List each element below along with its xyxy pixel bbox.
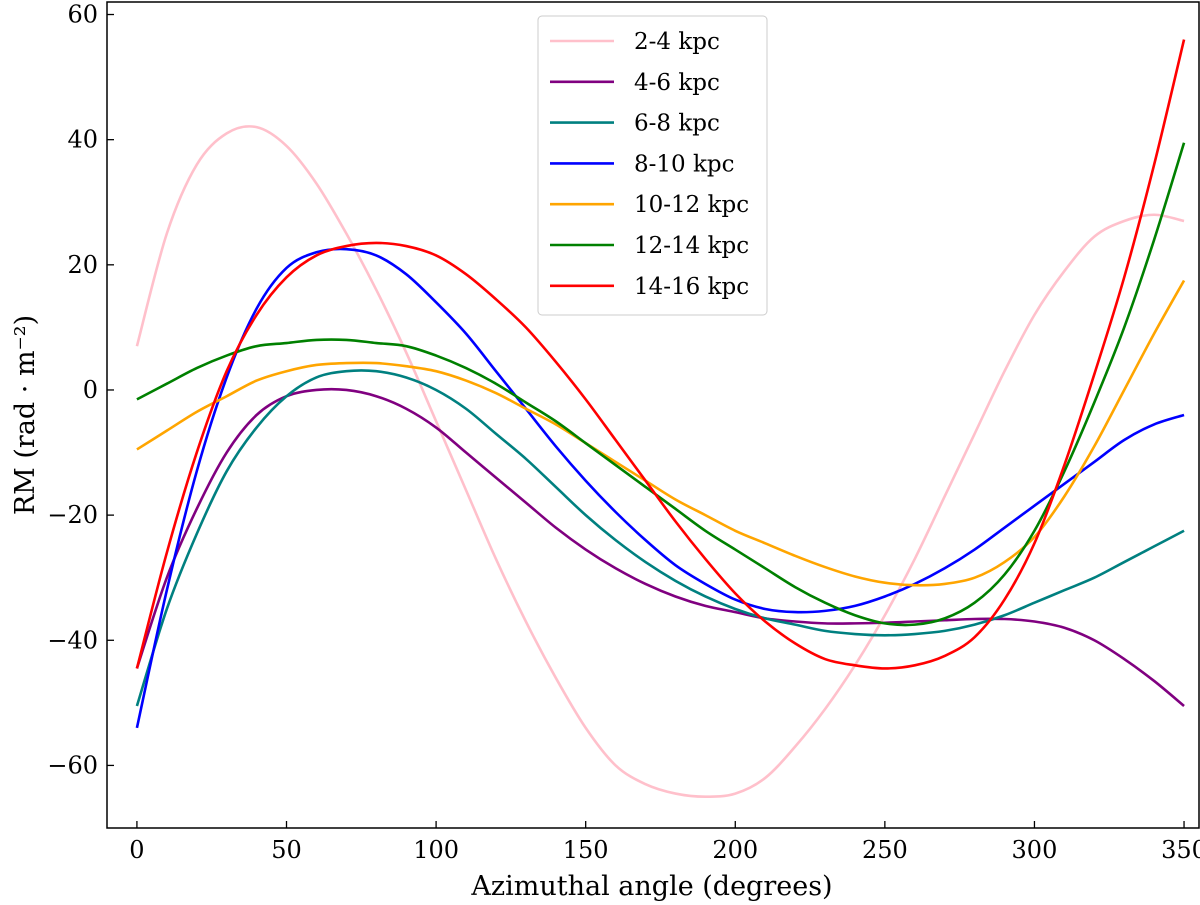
series-lines xyxy=(135,39,1186,799)
series-line-4-6-kpc xyxy=(135,387,1185,707)
series-line-10-12-kpc xyxy=(136,279,1186,587)
legend-label: 2-4 kpc xyxy=(634,29,720,55)
legend-label: 4-6 kpc xyxy=(634,70,720,96)
y-tick-label: 60 xyxy=(67,1,98,29)
series-line-12-14-kpc xyxy=(136,142,1186,627)
series-line-8-10-kpc xyxy=(135,247,1185,729)
y-tick-label: −60 xyxy=(47,751,98,779)
legend-label: 10-12 kpc xyxy=(634,192,749,218)
series-line-6-8-kpc xyxy=(135,369,1185,707)
legend-box xyxy=(537,15,768,316)
y-tick-label: 20 xyxy=(67,251,98,279)
x-axis-label: Azimuthal angle (degrees) xyxy=(470,871,832,902)
series-line-14-16-kpc xyxy=(135,39,1186,670)
legend-label: 6-8 kpc xyxy=(634,111,720,137)
x-tick-label: 100 xyxy=(413,836,459,864)
x-tick-label: 300 xyxy=(1012,836,1058,864)
x-tick-label: 200 xyxy=(712,836,758,864)
x-tick-label: 350 xyxy=(1161,836,1200,864)
x-tick-label: 0 xyxy=(129,836,144,864)
x-tick-label: 150 xyxy=(563,836,609,864)
y-tick-label: 40 xyxy=(67,126,98,154)
y-axis-ticks: −60 −40 −20 0 20 40 60 xyxy=(47,1,114,779)
legend-label: 12-14 kpc xyxy=(634,233,749,259)
y-tick-label: 0 xyxy=(83,376,98,404)
y-tick-label: −20 xyxy=(47,501,98,529)
legend-label: 14-16 kpc xyxy=(634,274,749,300)
y-tick-label: −40 xyxy=(47,626,98,654)
x-axis-ticks: 0 50 100 150 200 250 300 350 xyxy=(129,821,1200,864)
series-line-2-4-kpc xyxy=(135,125,1185,799)
x-tick-label: 250 xyxy=(862,836,908,864)
legend: 2-4 kpc 4-6 kpc 6-8 kpc 8-10 kpc 10-12 kpc 12… xyxy=(537,15,768,316)
y-axis-label: RM (rad · m⁻²) xyxy=(10,315,41,515)
x-tick-label: 50 xyxy=(271,836,302,864)
legend-label: 8-10 kpc xyxy=(634,151,735,177)
